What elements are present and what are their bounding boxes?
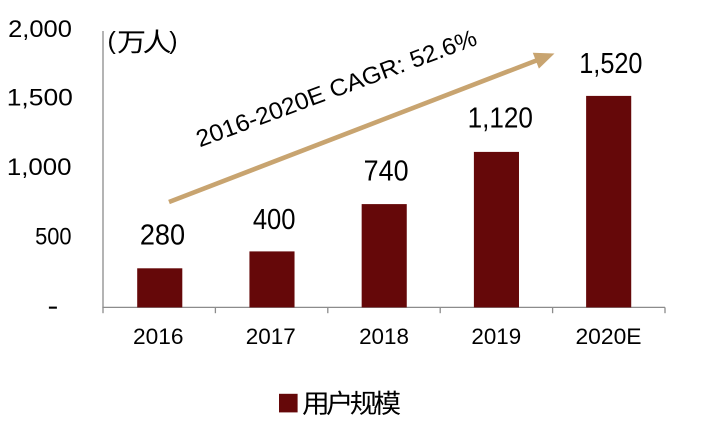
svg-text:2020E: 2020E: [575, 324, 641, 349]
svg-text:2019: 2019: [471, 324, 521, 349]
svg-text:(: (: [108, 27, 117, 55]
svg-text:2016: 2016: [133, 324, 183, 349]
svg-text:): ): [169, 27, 177, 55]
svg-text:2,000: 2,000: [8, 16, 72, 43]
svg-text:500: 500: [35, 224, 71, 251]
svg-text:1,520: 1,520: [579, 48, 642, 80]
svg-text:2018: 2018: [359, 324, 409, 349]
svg-text:1,000: 1,000: [7, 154, 72, 181]
svg-text:1,120: 1,120: [468, 103, 533, 135]
svg-text:2017: 2017: [246, 324, 296, 349]
svg-text:1,500: 1,500: [7, 84, 73, 111]
svg-text:740: 740: [364, 156, 409, 188]
svg-text:400: 400: [253, 204, 296, 236]
svg-text:280: 280: [140, 219, 185, 251]
